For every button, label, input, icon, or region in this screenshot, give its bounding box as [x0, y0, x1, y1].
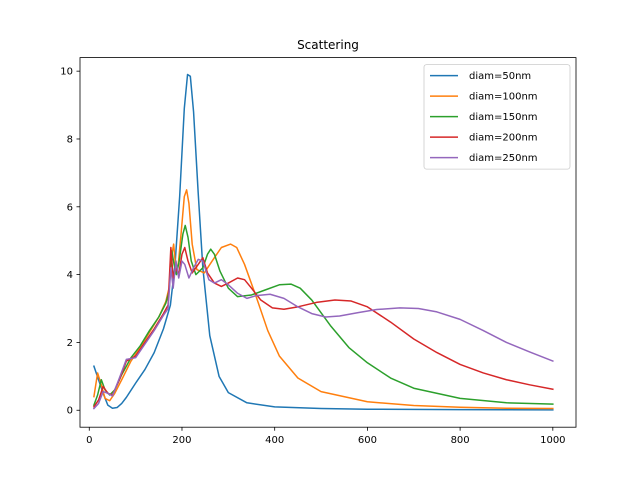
y-tick-label-5: 8 [67, 134, 73, 145]
legend-box [423, 64, 571, 170]
legend: diam=50nm diam=100nm diam=150nm diam=200nm d… [423, 64, 571, 170]
y-tick-label-3: 4 [67, 270, 73, 281]
legend-label-1: diam=50nm [469, 71, 531, 82]
y-tick-label-1: 0 [67, 406, 73, 417]
chart-title: Scattering [297, 38, 359, 52]
x-tick-label-6: 1000 [540, 435, 565, 446]
x-tick-label-5: 800 [451, 435, 470, 446]
legend-label-3: diam=150nm [469, 112, 538, 123]
x-tick-label-2: 200 [172, 435, 191, 446]
axes-frame [79, 57, 577, 428]
y-tick-label-4: 6 [67, 202, 73, 213]
series-line-1 [92, 73, 554, 411]
y-tick-label-6: 10 [60, 67, 73, 78]
series-line-5 [92, 258, 554, 410]
x-tick-label-1: 0 [86, 435, 92, 446]
x-tick-label-4: 600 [358, 435, 377, 446]
legend-label-5: diam=250nm [469, 153, 538, 164]
x-tick-label-3: 400 [265, 435, 284, 446]
series-line-2 [93, 189, 554, 410]
y-tick-label-2: 2 [67, 338, 73, 349]
series-layer [92, 73, 554, 411]
legend-label-4: diam=200nm [469, 133, 538, 144]
legend-label-2: diam=100nm [469, 92, 538, 103]
ticks-layer: 0 200 400 600 800 1000 0 2 4 6 8 10 [60, 67, 565, 447]
series-line-4 [92, 246, 554, 408]
